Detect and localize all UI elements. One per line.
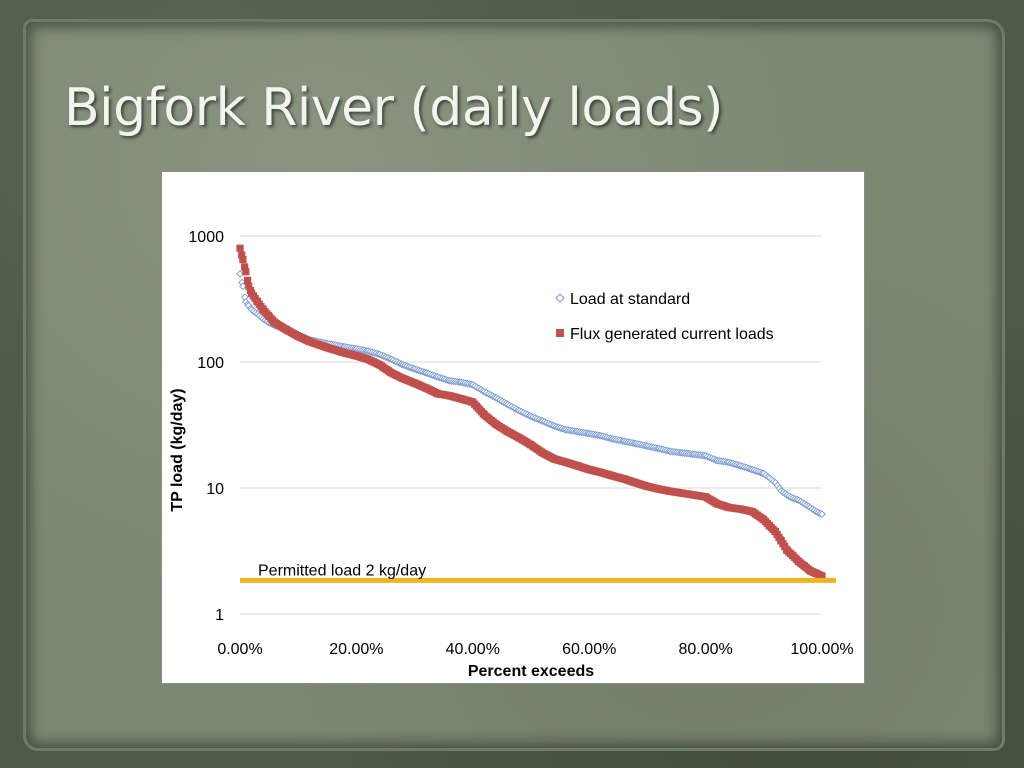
x-tick-label: 60.00% (562, 641, 616, 658)
chart-legend: Load at standard Flux generated current l… (555, 291, 774, 343)
y-axis-label: TP load (kg/day) (169, 388, 186, 511)
flux-point (238, 251, 246, 259)
y-tick-label: 10 (206, 481, 224, 498)
flux-point (245, 282, 253, 290)
standard-point (239, 282, 247, 290)
y-tick-label: 1 (215, 607, 224, 624)
permitted-load-label: Permitted load 2 kg/day (258, 562, 426, 579)
flux-point (242, 268, 250, 276)
x-tick-label: 20.00% (329, 641, 383, 658)
x-tick-labels: 0.00% 20.00% 40.00% 60.00% 80.00% 100.00% (217, 641, 853, 658)
flux-point (818, 572, 826, 580)
flux-point (241, 263, 249, 271)
y-tick-labels: 1 10 100 1000 (188, 229, 224, 624)
flux-point (239, 255, 247, 264)
y-tick-label: 100 (197, 355, 224, 372)
slide-title: Bigfork River (daily loads) (64, 78, 723, 138)
x-tick-label: 80.00% (678, 641, 732, 658)
legend-square-icon (556, 329, 564, 337)
flux-point (236, 244, 244, 252)
standard-point (236, 270, 244, 278)
legend-label-standard: Load at standard (570, 291, 690, 308)
legend-label-flux: Flux generated current loads (570, 326, 774, 343)
x-tick-label: 100.00% (790, 641, 853, 658)
legend-diamond-icon (555, 293, 565, 303)
grid-lines (240, 235, 822, 615)
series-load-at-standard (236, 270, 826, 518)
chart-frame: 1 10 100 1000 0.00% 20.00% 40.00% 60.00% 80.00%… (161, 171, 865, 684)
standard-point (818, 510, 826, 518)
series-flux-current (236, 244, 826, 580)
x-axis-label: Percent exceeds (468, 663, 594, 680)
y-tick-label: 1000 (188, 229, 224, 246)
chart-svg: 1 10 100 1000 0.00% 20.00% 40.00% 60.00% 80.00%… (169, 229, 854, 680)
x-tick-label: 0.00% (217, 641, 262, 658)
x-tick-label: 40.00% (446, 641, 500, 658)
flux-point (243, 276, 252, 284)
